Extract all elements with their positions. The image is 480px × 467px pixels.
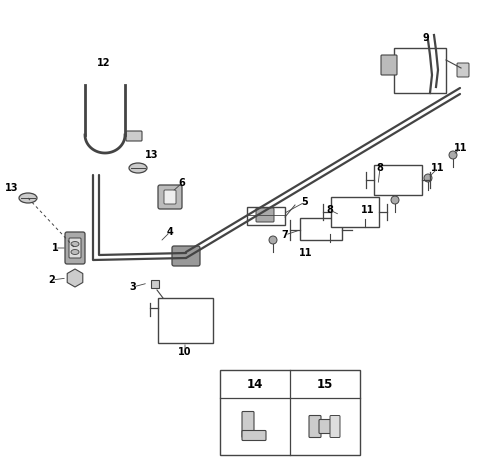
Text: 12: 12 xyxy=(97,58,111,68)
Text: 1: 1 xyxy=(52,243,59,253)
Ellipse shape xyxy=(326,226,334,234)
Text: 11: 11 xyxy=(431,163,445,173)
FancyBboxPatch shape xyxy=(331,197,379,227)
FancyBboxPatch shape xyxy=(242,411,254,438)
FancyBboxPatch shape xyxy=(300,218,342,240)
FancyBboxPatch shape xyxy=(158,298,213,343)
FancyBboxPatch shape xyxy=(242,431,266,440)
FancyBboxPatch shape xyxy=(69,238,81,258)
Text: 14: 14 xyxy=(247,377,263,390)
FancyBboxPatch shape xyxy=(309,416,321,438)
FancyBboxPatch shape xyxy=(172,246,200,266)
Text: 4: 4 xyxy=(167,227,173,237)
Text: 8: 8 xyxy=(326,205,334,215)
FancyBboxPatch shape xyxy=(220,370,360,455)
FancyBboxPatch shape xyxy=(158,185,182,209)
Ellipse shape xyxy=(449,151,457,159)
FancyBboxPatch shape xyxy=(319,419,339,433)
Ellipse shape xyxy=(71,249,79,255)
Text: 7: 7 xyxy=(282,230,288,240)
FancyBboxPatch shape xyxy=(457,63,469,77)
FancyBboxPatch shape xyxy=(126,131,142,141)
Text: 8: 8 xyxy=(377,163,384,173)
Text: 13: 13 xyxy=(5,183,19,193)
FancyBboxPatch shape xyxy=(247,207,285,225)
FancyBboxPatch shape xyxy=(330,416,340,438)
Text: 2: 2 xyxy=(48,275,55,285)
Text: 10: 10 xyxy=(178,347,192,357)
Text: 15: 15 xyxy=(317,377,333,390)
Text: 3: 3 xyxy=(130,282,136,292)
FancyBboxPatch shape xyxy=(65,232,85,264)
Ellipse shape xyxy=(19,193,37,203)
Ellipse shape xyxy=(424,174,432,182)
Text: 6: 6 xyxy=(179,178,185,188)
Text: 11: 11 xyxy=(454,143,468,153)
Ellipse shape xyxy=(361,211,369,219)
Ellipse shape xyxy=(269,236,277,244)
Ellipse shape xyxy=(129,163,147,173)
FancyBboxPatch shape xyxy=(164,190,176,204)
Ellipse shape xyxy=(71,241,79,247)
Text: 11: 11 xyxy=(299,248,313,258)
FancyBboxPatch shape xyxy=(374,165,422,195)
FancyBboxPatch shape xyxy=(381,55,397,75)
FancyBboxPatch shape xyxy=(394,48,446,93)
Text: 13: 13 xyxy=(145,150,159,160)
Text: 9: 9 xyxy=(422,33,430,43)
Text: 11: 11 xyxy=(361,205,375,215)
Text: 5: 5 xyxy=(301,197,308,207)
FancyBboxPatch shape xyxy=(256,208,274,222)
Ellipse shape xyxy=(391,196,399,204)
